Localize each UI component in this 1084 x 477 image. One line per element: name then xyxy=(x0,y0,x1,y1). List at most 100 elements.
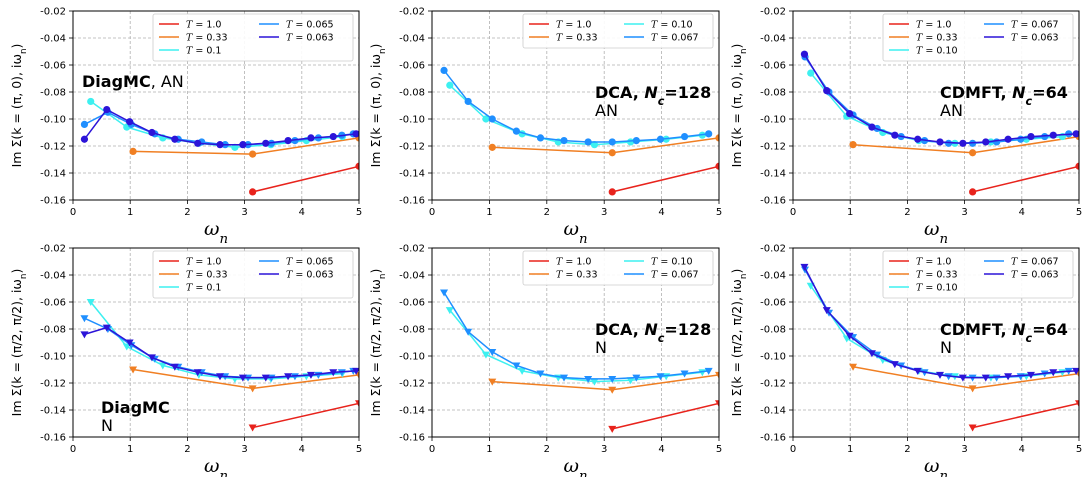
legend-entry: T = 0.063 xyxy=(1011,33,1059,44)
panel-annotation-line2: AN xyxy=(940,101,963,120)
data-point xyxy=(1004,373,1013,381)
legend: T = 1.0 T = 0.33 T = 0.10 T = 0.067 T = 0.06… xyxy=(882,13,1074,62)
panel-6: 0 1 2 3 4 5 -0.16 -0.14 -0.12 -0.10 -0.08 -0.06 -0.0… xyxy=(729,244,1082,477)
x-tick-label: 1 xyxy=(127,207,133,218)
data-point xyxy=(307,134,315,142)
data-point xyxy=(936,138,944,146)
y-tick-label: -0.16 xyxy=(399,196,425,207)
data-point xyxy=(891,131,899,139)
legend-entry: T = 0.067 xyxy=(1011,20,1059,31)
x-tick-label: 2 xyxy=(184,444,190,455)
legend-frame xyxy=(522,250,714,286)
data-point xyxy=(267,374,276,382)
y-tick-label: -0.14 xyxy=(760,169,786,180)
y-tick-label: -0.06 xyxy=(399,61,425,72)
data-point xyxy=(216,373,225,381)
x-axis-label: ωn xyxy=(563,218,587,247)
series-line xyxy=(84,317,354,379)
legend-frame xyxy=(882,250,1074,299)
data-point xyxy=(464,328,473,336)
legend-entry: T = 1.0 xyxy=(556,20,591,31)
data-point xyxy=(1027,132,1035,141)
data-point xyxy=(914,135,922,143)
y-tick-label: -0.04 xyxy=(399,34,425,45)
data-point xyxy=(715,134,719,142)
y-tick-label: -0.16 xyxy=(399,433,425,444)
y-tick-label: -0.04 xyxy=(760,34,786,45)
data-point xyxy=(291,137,299,145)
x-tick-label: 5 xyxy=(356,207,362,218)
data-point xyxy=(122,343,131,351)
data-point xyxy=(170,363,179,371)
y-tick-label: -0.10 xyxy=(399,115,425,126)
axes-frame xyxy=(72,10,360,201)
plot-area xyxy=(800,50,1079,196)
data-point xyxy=(284,373,293,381)
legend-entry: T = 0.33 xyxy=(556,270,598,281)
axes-frame xyxy=(72,247,360,438)
data-point xyxy=(868,123,876,131)
plot-area xyxy=(80,97,359,196)
panel-annotation: DiagMC xyxy=(101,398,170,417)
data-point xyxy=(102,324,111,332)
legend-entry: T = 0.33 xyxy=(556,33,598,44)
data-point xyxy=(536,134,545,142)
legend-entry: T = 0.067 xyxy=(651,33,699,44)
x-tick-label: 3 xyxy=(241,207,247,218)
data-point xyxy=(981,374,990,382)
data-point xyxy=(125,339,134,347)
legend-frame xyxy=(882,13,1074,62)
y-tick-label: -0.06 xyxy=(399,298,425,309)
data-point xyxy=(329,132,337,141)
legend-entry: T = 0.063 xyxy=(286,270,334,281)
y-tick-label: -0.06 xyxy=(40,61,66,72)
plot-area xyxy=(440,66,719,196)
y-tick-label: -0.08 xyxy=(760,88,786,99)
x-axis-label: ωn xyxy=(924,455,948,477)
legend-entry: T = 0.065 xyxy=(286,20,334,31)
data-point xyxy=(715,162,719,170)
x-tick-label: 2 xyxy=(184,207,190,218)
y-axis-label: Im Σ(k = (π/2, π/2), iωn) xyxy=(9,269,29,417)
data-point xyxy=(262,139,270,147)
data-point xyxy=(129,147,137,155)
y-tick-label: -0.16 xyxy=(40,433,66,444)
legend-entry: T = 0.1 xyxy=(186,283,221,294)
legend-entry: T = 0.063 xyxy=(1011,270,1059,281)
x-tick-label: 1 xyxy=(847,444,853,455)
y-tick-label: -0.06 xyxy=(40,298,66,309)
legend-entry: T = 0.065 xyxy=(286,257,334,268)
data-point xyxy=(249,150,257,158)
legend-entry: T = 1.0 xyxy=(186,257,221,268)
data-point xyxy=(329,369,338,377)
legend-entry: T = 0.33 xyxy=(916,33,958,44)
x-axis-label: ωn xyxy=(924,218,948,247)
panel-3: 0 1 2 3 4 5 -0.16 -0.14 -0.12 -0.10 -0.08 -0.06 -0.0… xyxy=(729,7,1082,247)
y-tick-label: -0.06 xyxy=(760,298,786,309)
panel-4: 0 1 2 3 4 5 -0.16 -0.14 -0.12 -0.10 -0.08 -0.06 -0.0… xyxy=(9,244,362,477)
legend-entry: T = 0.33 xyxy=(186,33,228,44)
data-point xyxy=(807,69,815,77)
y-tick-label: -0.04 xyxy=(40,271,66,282)
data-point xyxy=(352,130,359,138)
data-point xyxy=(194,139,202,147)
plot-area xyxy=(440,289,719,433)
data-point xyxy=(968,385,977,393)
data-point xyxy=(147,354,156,362)
data-point xyxy=(715,400,719,408)
x-tick-label: 1 xyxy=(847,207,853,218)
series-line xyxy=(252,402,359,429)
x-tick-label: 0 xyxy=(429,207,435,218)
data-point xyxy=(626,377,635,385)
y-tick-label: -0.14 xyxy=(760,406,786,417)
y-tick-label: -0.02 xyxy=(399,7,425,18)
data-point xyxy=(355,162,359,170)
legend-entry: T = 1.0 xyxy=(556,257,591,268)
data-point xyxy=(560,137,568,145)
y-tick-label: -0.04 xyxy=(760,271,786,282)
x-tick-label: 2 xyxy=(544,207,550,218)
data-point xyxy=(1026,371,1035,379)
y-tick-label: -0.16 xyxy=(760,196,786,207)
data-point xyxy=(584,375,593,383)
